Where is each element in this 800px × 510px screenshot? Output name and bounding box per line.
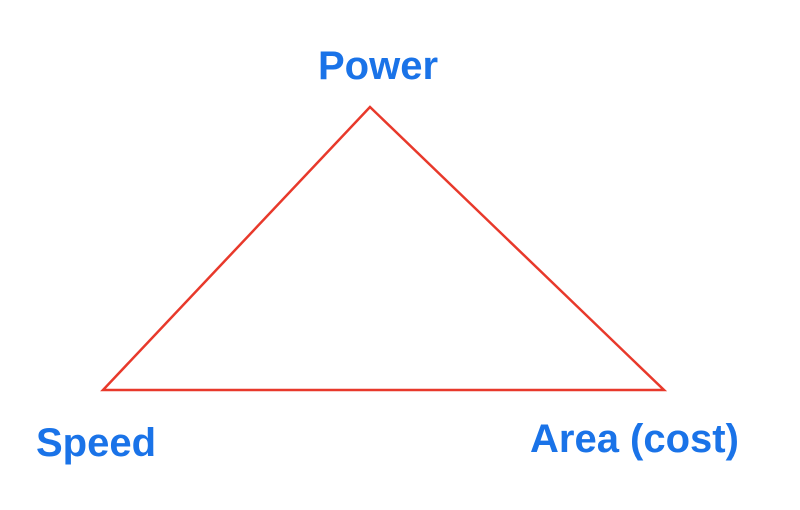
triangle-outline [100,105,668,392]
vertex-label-speed: Speed [36,421,157,465]
vertex-label-area-cost: Area (cost) [530,417,739,461]
vertex-label-power: Power [318,44,439,88]
